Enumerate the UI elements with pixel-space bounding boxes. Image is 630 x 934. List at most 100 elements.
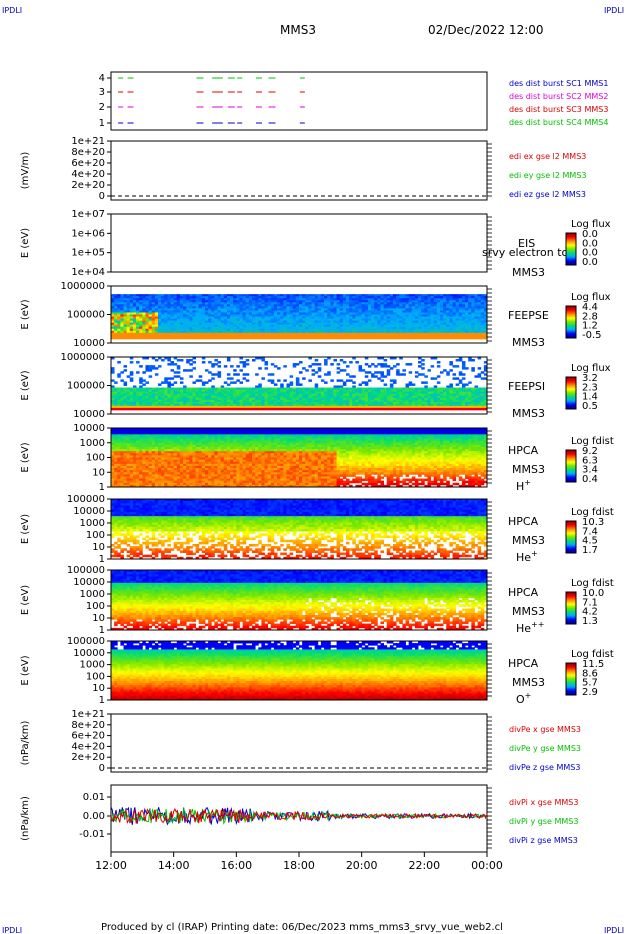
spectrogram-cell — [330, 334, 334, 338]
spectrogram-cell — [242, 332, 247, 336]
spectrogram-cell — [123, 300, 128, 303]
spectrogram-cell — [173, 296, 178, 299]
spectrogram-cell — [346, 407, 350, 411]
spectrogram-cell — [136, 296, 140, 299]
spectrogram-cell — [273, 318, 278, 322]
spectrogram-cell — [120, 306, 124, 309]
spectrogram-cell — [183, 306, 187, 309]
spectrogram-cell — [443, 318, 447, 322]
spectrogram-cell — [223, 407, 228, 411]
spectrogram-cell — [371, 363, 375, 366]
spectrogram-cell — [164, 298, 168, 301]
spectrogram-cell — [226, 314, 231, 317]
spectrogram-cell — [330, 332, 334, 336]
spectrogram-cell — [336, 328, 341, 332]
spectrogram-cell — [305, 332, 309, 336]
spectrogram-cell — [468, 324, 472, 328]
spectrogram-cell — [399, 320, 403, 324]
spectrogram-cell — [324, 334, 328, 338]
spectrogram-cell — [430, 336, 435, 340]
spectrogram-cell — [386, 312, 391, 315]
spectrogram-cell — [186, 302, 190, 305]
spectrogram-cell — [295, 363, 300, 366]
spectrogram-cell — [408, 318, 413, 322]
spectrogram-cell — [236, 318, 240, 322]
spectrogram-cell — [449, 326, 453, 330]
spectrogram-cell — [411, 336, 416, 340]
spectrogram-cell — [364, 302, 369, 305]
spectrogram-cell — [252, 324, 256, 328]
spectrogram-cell — [339, 330, 344, 334]
spectrogram-cell — [393, 318, 397, 322]
spectrogram-cell — [154, 367, 159, 370]
spectrogram-cell — [255, 407, 259, 411]
spectrogram-cell — [355, 328, 359, 332]
spectrogram-cell — [183, 322, 187, 326]
spectrogram-cell — [242, 308, 247, 311]
spectrogram-cell — [393, 328, 397, 332]
spectrogram-cell — [189, 308, 193, 311]
spectrogram-cell — [201, 407, 206, 411]
spectrogram-cell — [226, 304, 231, 307]
spectrogram-cell — [120, 302, 124, 305]
spectrogram-cell — [261, 314, 265, 317]
spectrogram-cell — [267, 294, 272, 297]
spectrogram-cell — [220, 330, 225, 334]
spectrogram-cell — [324, 332, 328, 336]
spectrogram-cell — [433, 302, 438, 305]
colorbar-segment — [566, 247, 576, 250]
spectrogram-cell — [120, 296, 124, 299]
spectrogram-cell — [236, 324, 240, 328]
spectrogram-cell — [436, 320, 441, 324]
spectrogram-cell — [236, 312, 240, 315]
spectrogram-cell — [245, 298, 250, 301]
spectrogram-cell — [452, 294, 457, 297]
spectrogram-cell — [352, 330, 356, 334]
spectrogram-cell — [402, 308, 406, 311]
spectrogram-cell — [317, 294, 322, 297]
spectrogram-cell — [342, 332, 347, 336]
spectrogram-cell — [386, 302, 391, 305]
spectrogram-cell — [311, 369, 316, 372]
spectrogram-cell — [471, 312, 475, 315]
spectrogram-cell — [126, 308, 131, 311]
spectrogram-cell — [170, 310, 175, 313]
spectrogram-cell — [198, 310, 203, 313]
spectrogram-cell — [242, 326, 247, 330]
spectrogram-cell — [148, 294, 153, 297]
spectrogram-cell — [217, 407, 222, 411]
spectrogram-cell — [270, 373, 275, 376]
spectrogram-cell — [158, 322, 162, 326]
spectrogram-cell — [236, 308, 240, 311]
spectrogram-cell — [136, 336, 140, 340]
instrument-label: FEEPSI — [508, 380, 545, 393]
spectrogram-cell — [192, 318, 196, 322]
spectrogram-cell — [145, 326, 149, 330]
spectrogram-cell — [170, 316, 175, 319]
spectrogram-cell — [111, 316, 115, 319]
spectrogram-cell — [295, 306, 300, 309]
spectrogram-cell — [468, 330, 472, 334]
spectrogram-cell — [389, 324, 394, 328]
spectrogram-cell — [189, 332, 193, 336]
spectrogram-cell — [183, 332, 187, 336]
spectrogram-cell — [217, 318, 222, 322]
spectrogram-cell — [317, 332, 322, 336]
spectrogram-cell — [424, 314, 428, 317]
spectrogram-cell — [186, 369, 190, 372]
spectrogram-cell — [264, 324, 269, 328]
spectrogram-cell — [205, 296, 209, 299]
spectrogram-cell — [245, 296, 250, 299]
spectrogram-cell — [461, 407, 466, 411]
spectrogram-cell — [446, 330, 450, 334]
spectrogram-cell — [151, 302, 156, 305]
spectrogram-cell — [189, 407, 193, 411]
spectrogram-cell — [208, 320, 212, 324]
spectrogram-cell — [367, 328, 372, 332]
spectrogram-cell — [189, 316, 193, 319]
spectrogram-cell — [289, 324, 294, 328]
spectrogram-cell — [142, 383, 146, 386]
spectrogram-cell — [139, 381, 143, 384]
spectrogram-cell — [383, 322, 388, 326]
spectrogram-cell — [233, 308, 237, 311]
